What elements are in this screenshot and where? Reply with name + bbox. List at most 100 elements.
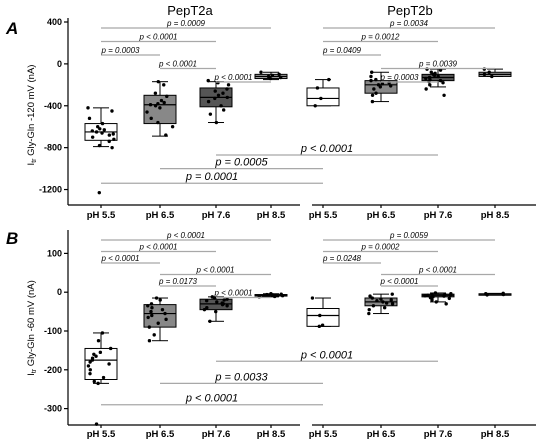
data-point — [317, 324, 322, 329]
data-point — [482, 72, 487, 77]
data-point — [490, 74, 494, 79]
data-point — [485, 293, 489, 297]
data-point — [102, 128, 106, 132]
data-point — [153, 104, 158, 108]
panel-b-ylabel: Itr Gly-Gln -60 mV (nA) — [26, 280, 38, 376]
data-point — [441, 81, 445, 85]
x-tick-label: pH 6.5 — [367, 210, 396, 221]
p-value-label: p < 0.0001 — [213, 73, 252, 82]
data-point — [107, 362, 111, 366]
data-point — [430, 292, 434, 296]
p-value-label: p < 0.0001 — [158, 60, 197, 69]
data-point — [379, 297, 383, 301]
p-value-label: p < 0.0001 — [379, 277, 418, 286]
data-point — [315, 86, 320, 90]
data-point — [270, 73, 275, 78]
data-point — [158, 106, 162, 110]
data-point — [100, 131, 104, 135]
x-tick-label: pH 7.6 — [424, 210, 453, 221]
data-point — [433, 291, 438, 295]
data-point — [149, 116, 153, 121]
data-point — [153, 91, 158, 95]
data-point — [90, 129, 95, 133]
data-point — [272, 294, 277, 299]
panel-a-group2-title: PepT2b — [387, 3, 433, 18]
x-tick-label: pH 7.6 — [202, 429, 231, 439]
data-point — [370, 93, 375, 97]
data-point — [219, 104, 223, 108]
data-point — [96, 381, 100, 386]
p-value-label: p < 0.0001 — [418, 266, 457, 275]
p-value-label: p = 0.0059 — [389, 231, 429, 240]
p-value-label: p = 0.0002 — [360, 243, 400, 252]
x-tick-label: pH 5.5 — [87, 429, 116, 439]
p-value-label: p = 0.0033 — [214, 371, 268, 383]
data-point — [222, 298, 226, 302]
data-point — [162, 83, 166, 87]
data-point — [214, 309, 218, 314]
data-point — [148, 103, 153, 107]
data-point — [447, 296, 451, 301]
data-point — [501, 292, 506, 297]
panel-a-ylabel: Itr Gly-Gln -120 mV (nA) — [26, 65, 38, 166]
p-value-label: p < 0.0001 — [300, 143, 353, 155]
data-point — [213, 89, 217, 93]
data-point — [268, 76, 273, 81]
x-tick-label: pH 8.5 — [481, 210, 510, 221]
y-tick-label: -300 — [44, 404, 62, 414]
data-point — [94, 130, 99, 134]
data-point — [424, 87, 428, 91]
panel-a-letter: A — [5, 19, 18, 38]
data-point — [320, 323, 325, 327]
p-value-label: p = 0.0012 — [360, 33, 400, 42]
data-point — [390, 302, 395, 306]
p-value-label: p < 0.0001 — [138, 33, 177, 42]
x-tick-label: pH 6.5 — [367, 429, 396, 439]
y-tick-label: 0 — [57, 287, 62, 297]
data-point — [280, 293, 285, 298]
data-point — [208, 319, 212, 323]
data-point — [86, 364, 91, 368]
data-point — [313, 104, 317, 108]
y-tick-label: -200 — [44, 365, 62, 375]
data-point — [110, 109, 114, 113]
x-tick-label: pH 7.6 — [424, 429, 453, 439]
data-point — [92, 379, 96, 384]
data-point — [110, 145, 114, 150]
p-value-label: p = 0.0248 — [322, 254, 362, 263]
data-point — [100, 121, 105, 126]
data-point — [371, 304, 376, 308]
y-tick-label: -100 — [44, 326, 62, 336]
data-point — [369, 74, 373, 79]
data-point — [426, 293, 430, 298]
data-point — [213, 96, 217, 101]
data-point — [101, 375, 106, 380]
data-point — [156, 101, 160, 106]
data-point — [225, 297, 229, 301]
data-point — [149, 302, 154, 306]
x-tick-label: pH 8.5 — [257, 429, 286, 439]
data-point — [97, 143, 102, 148]
p-value-label: p = 0.0409 — [322, 46, 362, 55]
data-point — [374, 77, 378, 82]
x-tick-label: pH 6.5 — [146, 429, 175, 439]
data-point — [382, 306, 387, 310]
data-point — [434, 300, 438, 304]
data-point — [98, 127, 102, 131]
data-point — [212, 296, 217, 300]
data-point — [442, 93, 446, 97]
data-point — [87, 116, 92, 121]
data-point — [384, 301, 389, 305]
data-point — [428, 83, 432, 87]
p-value-label: p = 0.0173 — [158, 277, 198, 286]
panel-b: 100 0 -100 -200 -300 pH 5.5 pH 6.5 pH 7.6 pH 8.5… — [44, 230, 536, 439]
p-value-label: p < 0.0001 — [166, 231, 205, 240]
data-point — [221, 108, 226, 112]
data-point — [154, 296, 159, 300]
x-tick-label: pH 7.6 — [202, 210, 231, 221]
data-point — [327, 77, 331, 82]
x-tick-label: pH 5.5 — [309, 210, 338, 221]
data-point — [225, 87, 229, 91]
data-point — [100, 331, 105, 335]
data-point — [170, 125, 175, 129]
